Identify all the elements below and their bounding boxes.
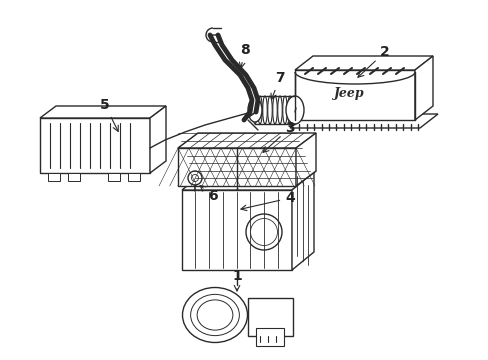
Ellipse shape [282,96,286,124]
Polygon shape [182,172,313,190]
Polygon shape [150,106,165,173]
Ellipse shape [257,96,262,124]
Polygon shape [178,133,315,148]
Ellipse shape [262,96,267,124]
Ellipse shape [252,96,257,124]
Polygon shape [40,106,165,118]
Text: 2: 2 [357,45,389,77]
Ellipse shape [247,98,262,122]
Text: 6: 6 [200,185,217,203]
Bar [247,298,292,336]
Bar [256,328,284,346]
Bar [48,173,60,181]
Ellipse shape [187,171,202,185]
Polygon shape [182,190,291,270]
Ellipse shape [272,96,277,124]
Polygon shape [178,171,315,186]
Bar [108,173,120,181]
Text: 5: 5 [100,98,118,131]
Polygon shape [414,56,432,120]
Text: 3: 3 [263,121,294,152]
Polygon shape [295,133,315,186]
Polygon shape [294,56,432,70]
Text: 8: 8 [239,43,249,68]
Ellipse shape [287,96,292,124]
Ellipse shape [277,96,282,124]
Text: 7: 7 [270,71,284,99]
Bar [128,173,140,181]
Ellipse shape [267,96,272,124]
Ellipse shape [245,214,282,250]
Polygon shape [178,148,295,186]
Text: 1: 1 [232,269,242,291]
Polygon shape [209,35,258,120]
Bar [68,173,80,181]
Polygon shape [40,118,150,173]
Ellipse shape [182,288,247,342]
Polygon shape [294,70,414,120]
Polygon shape [289,114,437,128]
Text: Jeep: Jeep [333,86,364,99]
Ellipse shape [285,96,304,124]
Text: 4: 4 [241,191,294,211]
Polygon shape [291,172,313,270]
